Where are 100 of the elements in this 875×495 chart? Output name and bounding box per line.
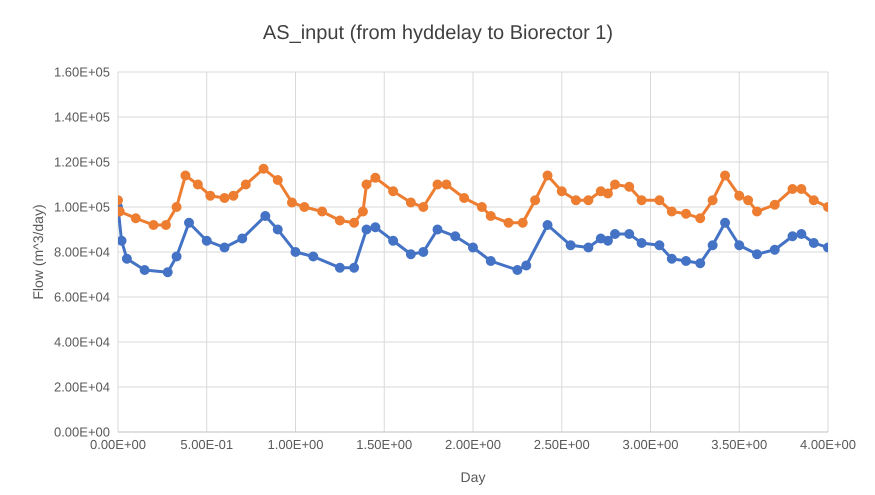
point: [734, 190, 744, 201]
point: [406, 198, 416, 208]
x-tick-label: 1.00E+00: [267, 437, 324, 452]
point: [504, 218, 514, 228]
x-tick-label: 1.50E+00: [356, 437, 412, 452]
point: [260, 211, 270, 221]
point: [681, 208, 691, 219]
point: [542, 220, 553, 230]
x-tick-label: 2.00E+00: [444, 437, 502, 452]
point: [720, 170, 730, 180]
point: [654, 240, 664, 250]
point: [122, 254, 132, 264]
point: [476, 202, 487, 212]
point: [556, 186, 567, 196]
chart-title: AS_input (from hyddelay to Biorector 1): [262, 21, 614, 46]
point: [192, 180, 203, 190]
point: [272, 175, 283, 185]
point: [530, 195, 540, 206]
point: [743, 195, 754, 206]
point: [202, 236, 212, 246]
point: [406, 249, 416, 260]
point: [162, 267, 173, 278]
point: [695, 213, 706, 224]
point: [708, 195, 718, 206]
point: [140, 265, 150, 275]
point: [796, 229, 806, 239]
point: [636, 195, 647, 206]
point: [118, 236, 127, 246]
point: [240, 180, 251, 190]
point: [788, 184, 798, 194]
point: [370, 172, 380, 183]
point: [450, 231, 460, 242]
point: [808, 238, 819, 248]
point: [362, 224, 372, 234]
point: [770, 244, 780, 255]
x-tick-label: 4.00E+00: [800, 437, 856, 452]
x-tick-label: 3.50E+00: [711, 437, 768, 452]
y-tick-label: 6.00E+04: [54, 290, 110, 305]
point: [681, 256, 691, 266]
x-tick-label: 3.00E+00: [622, 437, 679, 452]
point: [290, 247, 300, 257]
y-tick-label: 1.00E+05: [54, 200, 110, 215]
point: [512, 265, 522, 275]
point: [770, 200, 780, 210]
point: [172, 202, 182, 212]
point: [695, 258, 706, 268]
y-tick-label: 2.00E+04: [54, 380, 110, 395]
point: [654, 195, 664, 206]
point: [596, 234, 606, 244]
point: [258, 164, 269, 174]
point: [459, 193, 470, 203]
y-axis-title: Flow (m^3/day): [30, 204, 46, 300]
point: [184, 218, 194, 228]
point: [596, 186, 606, 196]
point: [583, 195, 594, 206]
x-axis-title: Day: [460, 469, 486, 485]
point: [666, 254, 677, 264]
point: [358, 206, 368, 216]
point: [172, 252, 182, 262]
x-tick-label: 2.50E+00: [534, 437, 590, 452]
point: [418, 202, 428, 212]
y-tick-label: 1.40E+05: [54, 110, 110, 125]
point: [228, 190, 238, 201]
point: [752, 206, 762, 216]
point: [205, 190, 216, 201]
point: [796, 184, 806, 194]
point: [583, 242, 594, 252]
point: [286, 198, 297, 208]
point: [752, 249, 762, 260]
point: [521, 260, 532, 270]
point: [518, 218, 528, 228]
point: [708, 240, 718, 250]
point: [418, 247, 428, 257]
point: [570, 195, 581, 206]
point: [432, 224, 442, 234]
point: [370, 222, 380, 232]
y-tick-label: 0.00E+00: [54, 424, 110, 440]
x-tick-label: 5.00E-01: [180, 437, 234, 452]
point: [720, 218, 730, 228]
point: [160, 220, 171, 230]
point: [148, 220, 158, 230]
point: [542, 170, 553, 180]
point: [602, 236, 613, 246]
point: [666, 206, 677, 216]
y-tick-label: 8.00E+04: [54, 244, 110, 260]
point: [388, 236, 398, 246]
point: [130, 213, 141, 224]
point: [486, 211, 496, 221]
point: [388, 186, 398, 196]
point: [734, 240, 744, 250]
point: [237, 234, 248, 244]
point: [220, 242, 230, 252]
point: [362, 180, 372, 190]
point: [334, 216, 345, 226]
point: [788, 231, 798, 242]
point: [602, 188, 613, 198]
point: [334, 262, 345, 273]
point: [486, 256, 496, 266]
point: [308, 252, 318, 262]
y-tick-label: 4.00E+04: [54, 334, 110, 350]
